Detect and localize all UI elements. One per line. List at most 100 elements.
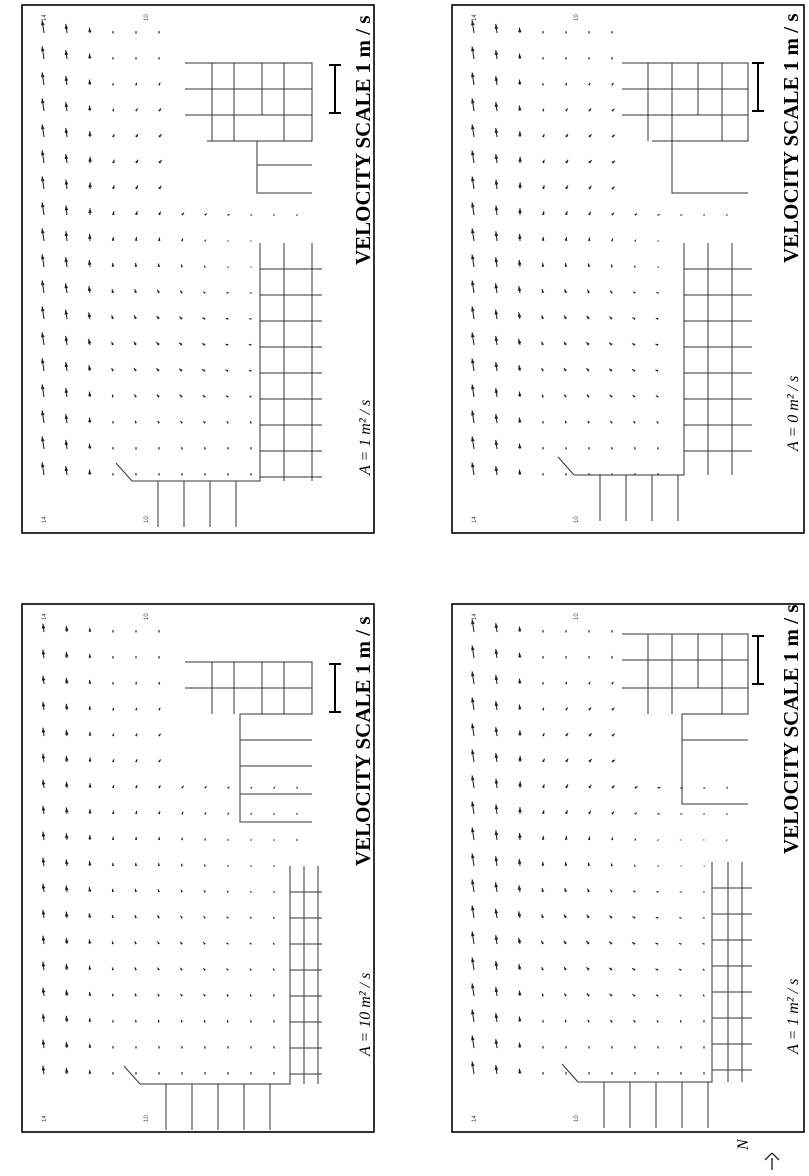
velocity-arrow [634, 1072, 636, 1075]
velocity-arrow [471, 202, 475, 216]
velocity-arrow [180, 264, 184, 268]
velocity-arrow [88, 809, 92, 815]
velocity-arrow [111, 914, 115, 919]
diffusion-coefficient-label: A = 0 m² / s [785, 376, 802, 452]
velocity-arrow [112, 630, 114, 633]
velocity-arrow [588, 707, 592, 711]
velocity-arrow [65, 729, 69, 737]
velocity-arrow [88, 783, 92, 789]
velocity-arrow [703, 1020, 705, 1023]
velocity-arrow [702, 968, 705, 971]
velocity-arrow [471, 150, 475, 164]
velocity-arrow [41, 228, 45, 242]
velocity-arrow [178, 342, 183, 346]
panel-frame [21, 4, 375, 534]
velocity-arrow [587, 420, 590, 424]
velocity-arrow [588, 31, 590, 34]
velocity-arrow [518, 79, 522, 86]
velocity-arrow [655, 942, 659, 946]
velocity-arrow [158, 185, 162, 190]
velocity-arrow [272, 786, 276, 790]
velocity-arrow [88, 731, 92, 737]
velocity-arrow [657, 213, 660, 216]
velocity-arrow [41, 623, 46, 633]
velocity-arrow [204, 213, 208, 216]
velocity-arrow [634, 239, 637, 242]
velocity-arrow [471, 410, 475, 424]
velocity-field [471, 20, 728, 476]
velocity-arrow [225, 395, 229, 398]
north-label: N [735, 1138, 752, 1151]
coastline-grid [561, 633, 752, 1128]
velocity-arrow [471, 619, 475, 633]
velocity-arrow [111, 108, 115, 112]
velocity-arrow [657, 447, 659, 450]
velocity-arrow [541, 940, 545, 945]
velocity-arrow [134, 288, 138, 294]
velocity-arrow [564, 210, 568, 216]
velocity-arrow [541, 966, 544, 971]
velocity-arrow [204, 1072, 206, 1075]
velocity-arrow [64, 153, 69, 164]
velocity-arrow [41, 883, 46, 893]
velocity-arrow [111, 185, 115, 190]
velocity-arrow [134, 862, 138, 867]
velocity-arrow [494, 231, 499, 242]
velocity-arrow [41, 384, 45, 398]
velocity-arrow [181, 473, 183, 476]
velocity-arrow [542, 57, 544, 60]
north-arrow-head [771, 1152, 780, 1161]
velocity-arrow [610, 863, 614, 867]
velocity-arrow [133, 394, 137, 398]
velocity-arrow [158, 759, 162, 763]
velocity-arrow [611, 56, 613, 60]
velocity-arrow [41, 98, 45, 112]
velocity-arrow [250, 447, 252, 450]
velocity-arrow [517, 858, 522, 867]
velocity-arrow [679, 917, 682, 919]
velocity-arrow [494, 622, 499, 633]
velocity-arrow [64, 101, 69, 112]
velocity-arrow [565, 108, 568, 112]
velocity-arrow [542, 473, 544, 476]
velocity-arrow [88, 860, 92, 867]
velocity-arrow [608, 941, 613, 945]
velocity-arrow [111, 784, 115, 789]
velocity-arrow [634, 786, 638, 789]
velocity-arrow [135, 1072, 137, 1075]
velocity-arrow [249, 994, 252, 997]
velocity-arrow [632, 890, 636, 893]
velocity-arrow [64, 465, 69, 476]
velocity-arrow [494, 986, 499, 997]
velocity-arrow [88, 705, 92, 711]
velocity-arrow [611, 160, 616, 164]
velocity-arrow [588, 159, 593, 164]
velocity-arrow [633, 265, 636, 268]
velocity-arrow [586, 315, 590, 320]
tick-label: 14 [472, 1115, 478, 1122]
velocity-arrow [111, 288, 115, 294]
velocity-arrow [517, 259, 522, 268]
velocity-arrow [135, 57, 137, 60]
velocity-arrow [588, 82, 591, 86]
velocity-arrow [250, 473, 252, 476]
velocity-arrow [226, 240, 229, 243]
velocity-arrow [88, 208, 92, 216]
velocity-arrow [518, 626, 522, 633]
velocity-arrow [64, 361, 69, 372]
velocity-arrow [565, 732, 569, 737]
velocity-arrow [65, 781, 69, 789]
velocity-arrow [181, 1045, 183, 1049]
velocity-arrow [634, 1045, 636, 1049]
velocity-arrow [609, 316, 613, 320]
velocity-arrow [273, 994, 275, 997]
velocity-arrow [112, 1072, 114, 1075]
velocity-arrow [565, 656, 567, 659]
velocity-arrow [226, 942, 229, 945]
velocity-arrow [680, 1072, 682, 1075]
velocity-field [41, 20, 298, 476]
velocity-arrow [655, 994, 659, 997]
velocity-arrow [157, 993, 160, 997]
velocity-arrow [158, 108, 162, 112]
